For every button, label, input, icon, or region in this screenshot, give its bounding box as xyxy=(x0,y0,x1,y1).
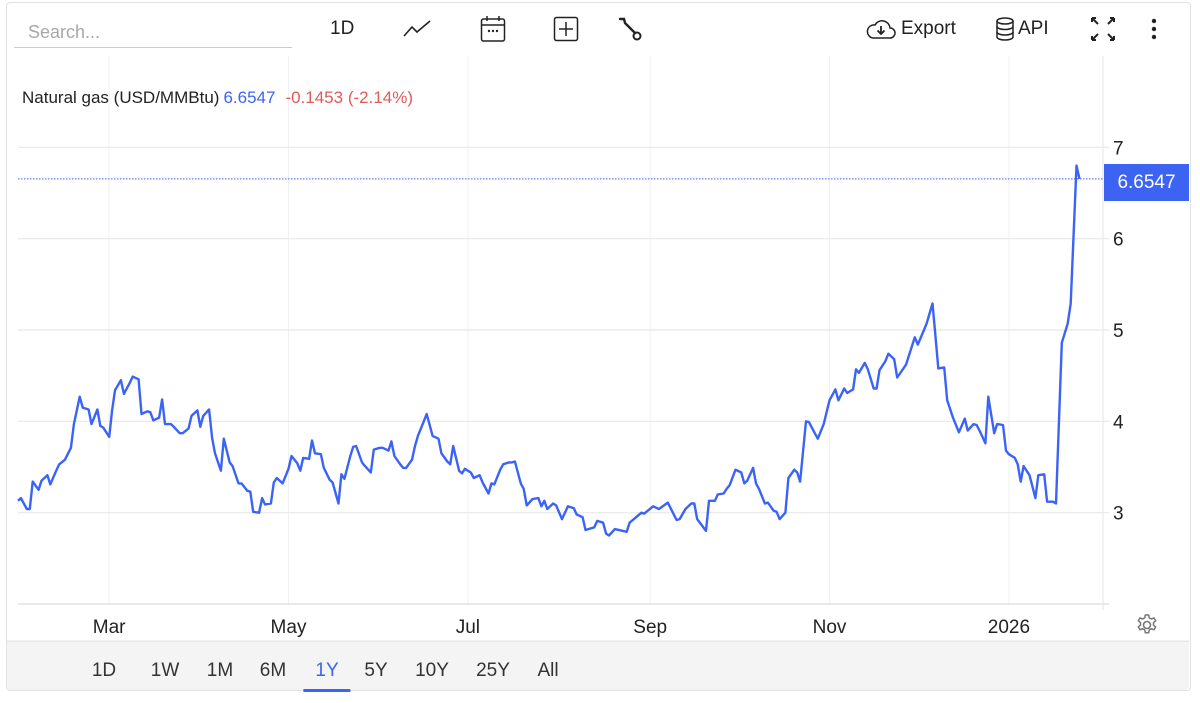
series-name: Natural gas (USD/MMBtu) xyxy=(22,88,220,107)
database-icon xyxy=(996,17,1014,41)
x-tick-label: Mar xyxy=(93,617,126,638)
search-input[interactable] xyxy=(14,18,292,48)
range-selector: 1D 1W 1M 6M 1Y 5Y 10Y 25Y All xyxy=(7,641,1189,692)
tools-button[interactable] xyxy=(617,14,643,44)
range-button-1w[interactable]: 1W xyxy=(150,660,180,681)
range-button-25y[interactable]: 25Y xyxy=(476,660,510,681)
chart-widget xyxy=(6,2,1191,691)
chart-settings-button[interactable] xyxy=(1135,613,1159,642)
x-tick-label: Sep xyxy=(633,617,667,638)
add-indicator-button[interactable] xyxy=(553,14,579,44)
more-options-button[interactable] xyxy=(1149,14,1159,44)
fullscreen-button[interactable] xyxy=(1089,14,1117,44)
range-button-1m[interactable]: 1M xyxy=(206,660,234,681)
line-chart-icon xyxy=(403,20,431,37)
export-button[interactable]: Export xyxy=(865,14,956,44)
x-tick-label: Nov xyxy=(813,617,847,638)
fullscreen-icon xyxy=(1091,17,1115,41)
gear-icon xyxy=(1137,614,1157,634)
chart-type-button[interactable] xyxy=(403,14,431,44)
price-chart: Mar May Jul Sep Nov 2026 3 4 5 6 7 xyxy=(7,56,1189,641)
price-series-line xyxy=(17,164,1081,537)
y-tick-label: 5 xyxy=(1113,321,1124,342)
range-button-1d[interactable]: 1D xyxy=(91,660,117,681)
calendar-icon xyxy=(480,16,506,42)
range-button-6m[interactable]: 6M xyxy=(259,660,287,681)
api-label: API xyxy=(1018,18,1049,39)
export-label: Export xyxy=(901,18,956,39)
y-tick-label: 7 xyxy=(1113,138,1124,159)
series-value: 6.6547 xyxy=(223,88,276,107)
more-vertical-icon xyxy=(1151,18,1157,40)
chart-legend: Natural gas (USD/MMBtu) 6.6547 -0.1453 (-2… xyxy=(22,88,413,108)
series-change: -0.1453 (-2.14%) xyxy=(285,88,414,107)
x-tick-label: Jul xyxy=(456,617,480,638)
last-price-tag: 6.6547 xyxy=(1104,164,1189,201)
api-button[interactable]: API xyxy=(995,14,1049,44)
y-tick-label: 3 xyxy=(1113,504,1124,525)
y-tick-label: 6 xyxy=(1113,230,1124,251)
range-button-10y[interactable]: 10Y xyxy=(415,660,449,681)
add-square-icon xyxy=(553,16,579,42)
y-tick-label: 4 xyxy=(1113,412,1124,433)
cloud-download-icon xyxy=(866,20,896,39)
interval-button[interactable]: 1D xyxy=(330,18,355,39)
date-range-button[interactable] xyxy=(480,14,506,44)
range-button-all[interactable]: All xyxy=(537,660,559,681)
range-button-1y[interactable]: 1Y xyxy=(303,660,351,692)
x-tick-label: 2026 xyxy=(988,617,1030,638)
x-tick-label: May xyxy=(271,617,307,638)
range-button-5y[interactable]: 5Y xyxy=(364,660,388,681)
wrench-icon xyxy=(618,17,642,41)
